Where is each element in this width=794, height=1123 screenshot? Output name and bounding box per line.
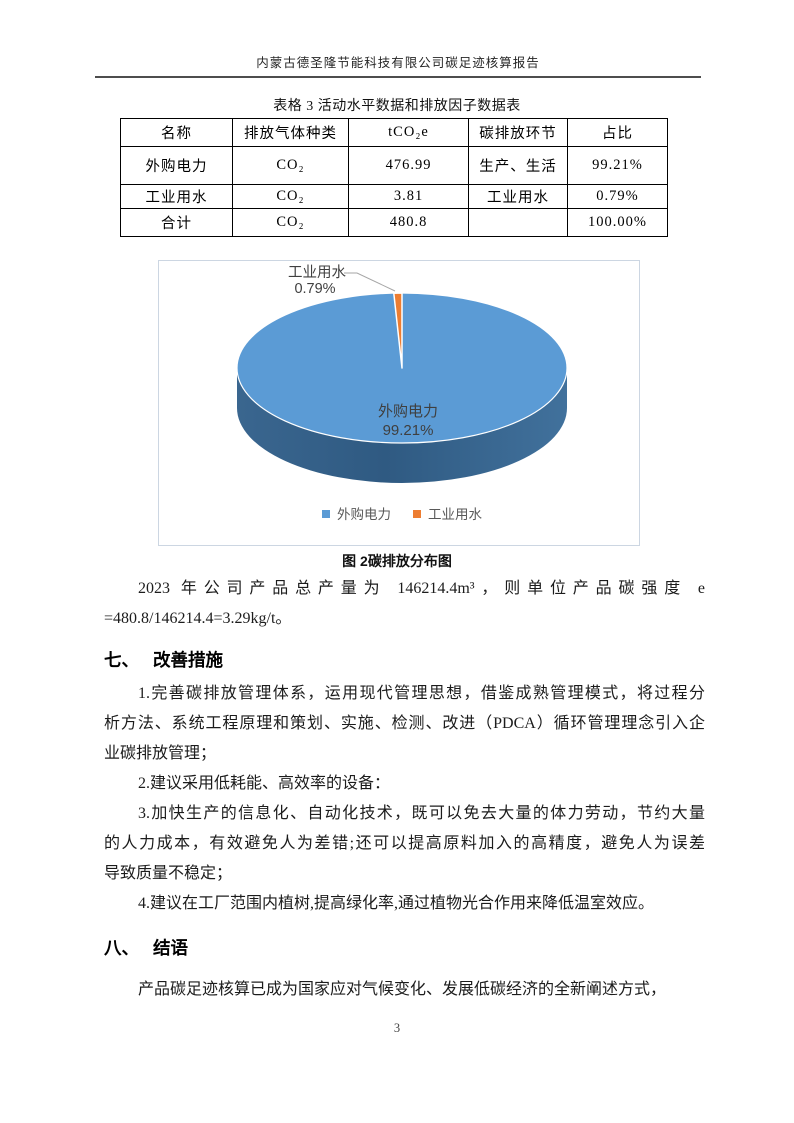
table-row: 合计 CO₂ 480.8 100.00% [120, 208, 668, 237]
table-header-row: 名称 排放气体种类 tCO₂e 碳排放环节 占比 [120, 118, 668, 147]
paragraph-line: 析方法、系统工程原理和策划、实施、检测、改进（PDCA）循环管理理念引入企 [104, 715, 705, 732]
chart-legend: 外购电力 工业用水 [322, 507, 482, 522]
table-caption: 表格 3 活动水平数据和排放因子数据表 [273, 99, 521, 114]
pie-side-3d [237, 368, 567, 483]
section-title: 结语 [153, 938, 188, 958]
paragraph-line: 导致质量不稳定； [104, 865, 233, 882]
table-row: 工业用水 CO₂ 3.81 工业用水 0.79% [120, 184, 668, 209]
table-row: 外购电力 CO₂ 476.99 生产、生活 99.21% [120, 146, 668, 185]
slice-label-name: 外购电力 [378, 403, 438, 420]
cell-tco2e: 480.8 [348, 208, 469, 237]
paragraph-line: 2.建议采用低耗能、高效率的设备： [138, 775, 391, 792]
table-header-tco2e: tCO₂e [348, 118, 469, 147]
cell-share: 100.00% [567, 208, 668, 237]
pie-chart-3d: 工业用水 0.79% 外购电力 99.21% 外购电力 工业用水 [236, 264, 568, 522]
cell-gas: CO₂ [232, 208, 349, 237]
cell-tco2e: 3.81 [348, 184, 469, 209]
emissions-data-table: 名称 排放气体种类 tCO₂e 碳排放环节 占比 外购电力 CO₂ 476.99… [120, 118, 668, 237]
document-body: 2023 年公司产品总产量为 146214.4m³，则单位产品碳强度 e =48… [104, 574, 705, 1005]
paragraph-line: 业碳排放管理； [104, 745, 217, 762]
intro-paragraph-line: =480.8/146214.4=3.29kg/t。 [104, 610, 292, 627]
section-number: 八、 [104, 938, 139, 958]
page-number: 3 [393, 1021, 401, 1035]
cell-gas: CO₂ [232, 146, 349, 185]
cell-name: 外购电力 [120, 146, 233, 185]
pie-slice-water [393, 292, 403, 369]
table-header-share: 占比 [567, 118, 668, 147]
figure-caption: 图 2碳排放分布图 [342, 553, 452, 569]
cell-stage: 生产、生活 [468, 146, 568, 185]
section-title: 改善措施 [153, 650, 223, 670]
section-number: 七、 [104, 650, 139, 670]
paragraph-line: 产品碳足迹核算已成为国家应对气候变化、发展低碳经济的全新阐述方式， [138, 981, 667, 998]
pie-chart-figure: 工业用水 0.79% 外购电力 99.21% 外购电力 工业用水 [158, 260, 640, 546]
callout-label-name: 工业用水 [288, 264, 346, 281]
legend-swatch-electricity [322, 510, 330, 518]
table-header-name: 名称 [120, 118, 233, 147]
table-header-gas-type: 排放气体种类 [232, 118, 349, 147]
cell-tco2e: 476.99 [348, 146, 469, 185]
paragraph-line: 3.加快生产的信息化、自动化技术，既可以免去大量的体力劳动，节约大量 [138, 805, 705, 822]
section-heading-8: 八、 结语 [104, 933, 705, 963]
page-header: 内蒙古德圣隆节能科技有限公司碳足迹核算报告 [95, 52, 701, 78]
cell-share: 99.21% [567, 146, 668, 185]
callout-label-value: 0.79% [294, 281, 335, 297]
cell-stage: 工业用水 [468, 184, 568, 209]
section-heading-7: 七、 改善措施 [104, 645, 705, 675]
cell-gas: CO₂ [232, 184, 349, 209]
paragraph-line: 1.完善碳排放管理体系，运用现代管理思想，借鉴成熟管理模式，将过程分 [138, 685, 705, 702]
header-title: 内蒙古德圣隆节能科技有限公司碳足迹核算报告 [256, 56, 540, 70]
cell-name: 工业用水 [120, 184, 233, 209]
cell-stage [468, 208, 568, 237]
table-header-emission-stage: 碳排放环节 [468, 118, 568, 147]
legend-label-water: 工业用水 [428, 507, 482, 522]
paragraph-line: 4.建议在工厂范围内植树,提高绿化率,通过植物光合作用来降低温室效应。 [138, 895, 655, 912]
intro-paragraph-line: 2023 年公司产品总产量为 146214.4m³，则单位产品碳强度 e [138, 580, 705, 597]
cell-share: 0.79% [567, 184, 668, 209]
legend-label-electricity: 外购电力 [337, 507, 391, 522]
cell-name: 合计 [120, 208, 233, 237]
callout-leader-line [344, 272, 396, 292]
legend-swatch-water [413, 510, 421, 518]
paragraph-line: 的人力成本，有效避免人为差错;还可以提高原料加入的高精度，避免人为误差 [104, 835, 705, 852]
slice-label-value: 99.21% [383, 422, 434, 439]
